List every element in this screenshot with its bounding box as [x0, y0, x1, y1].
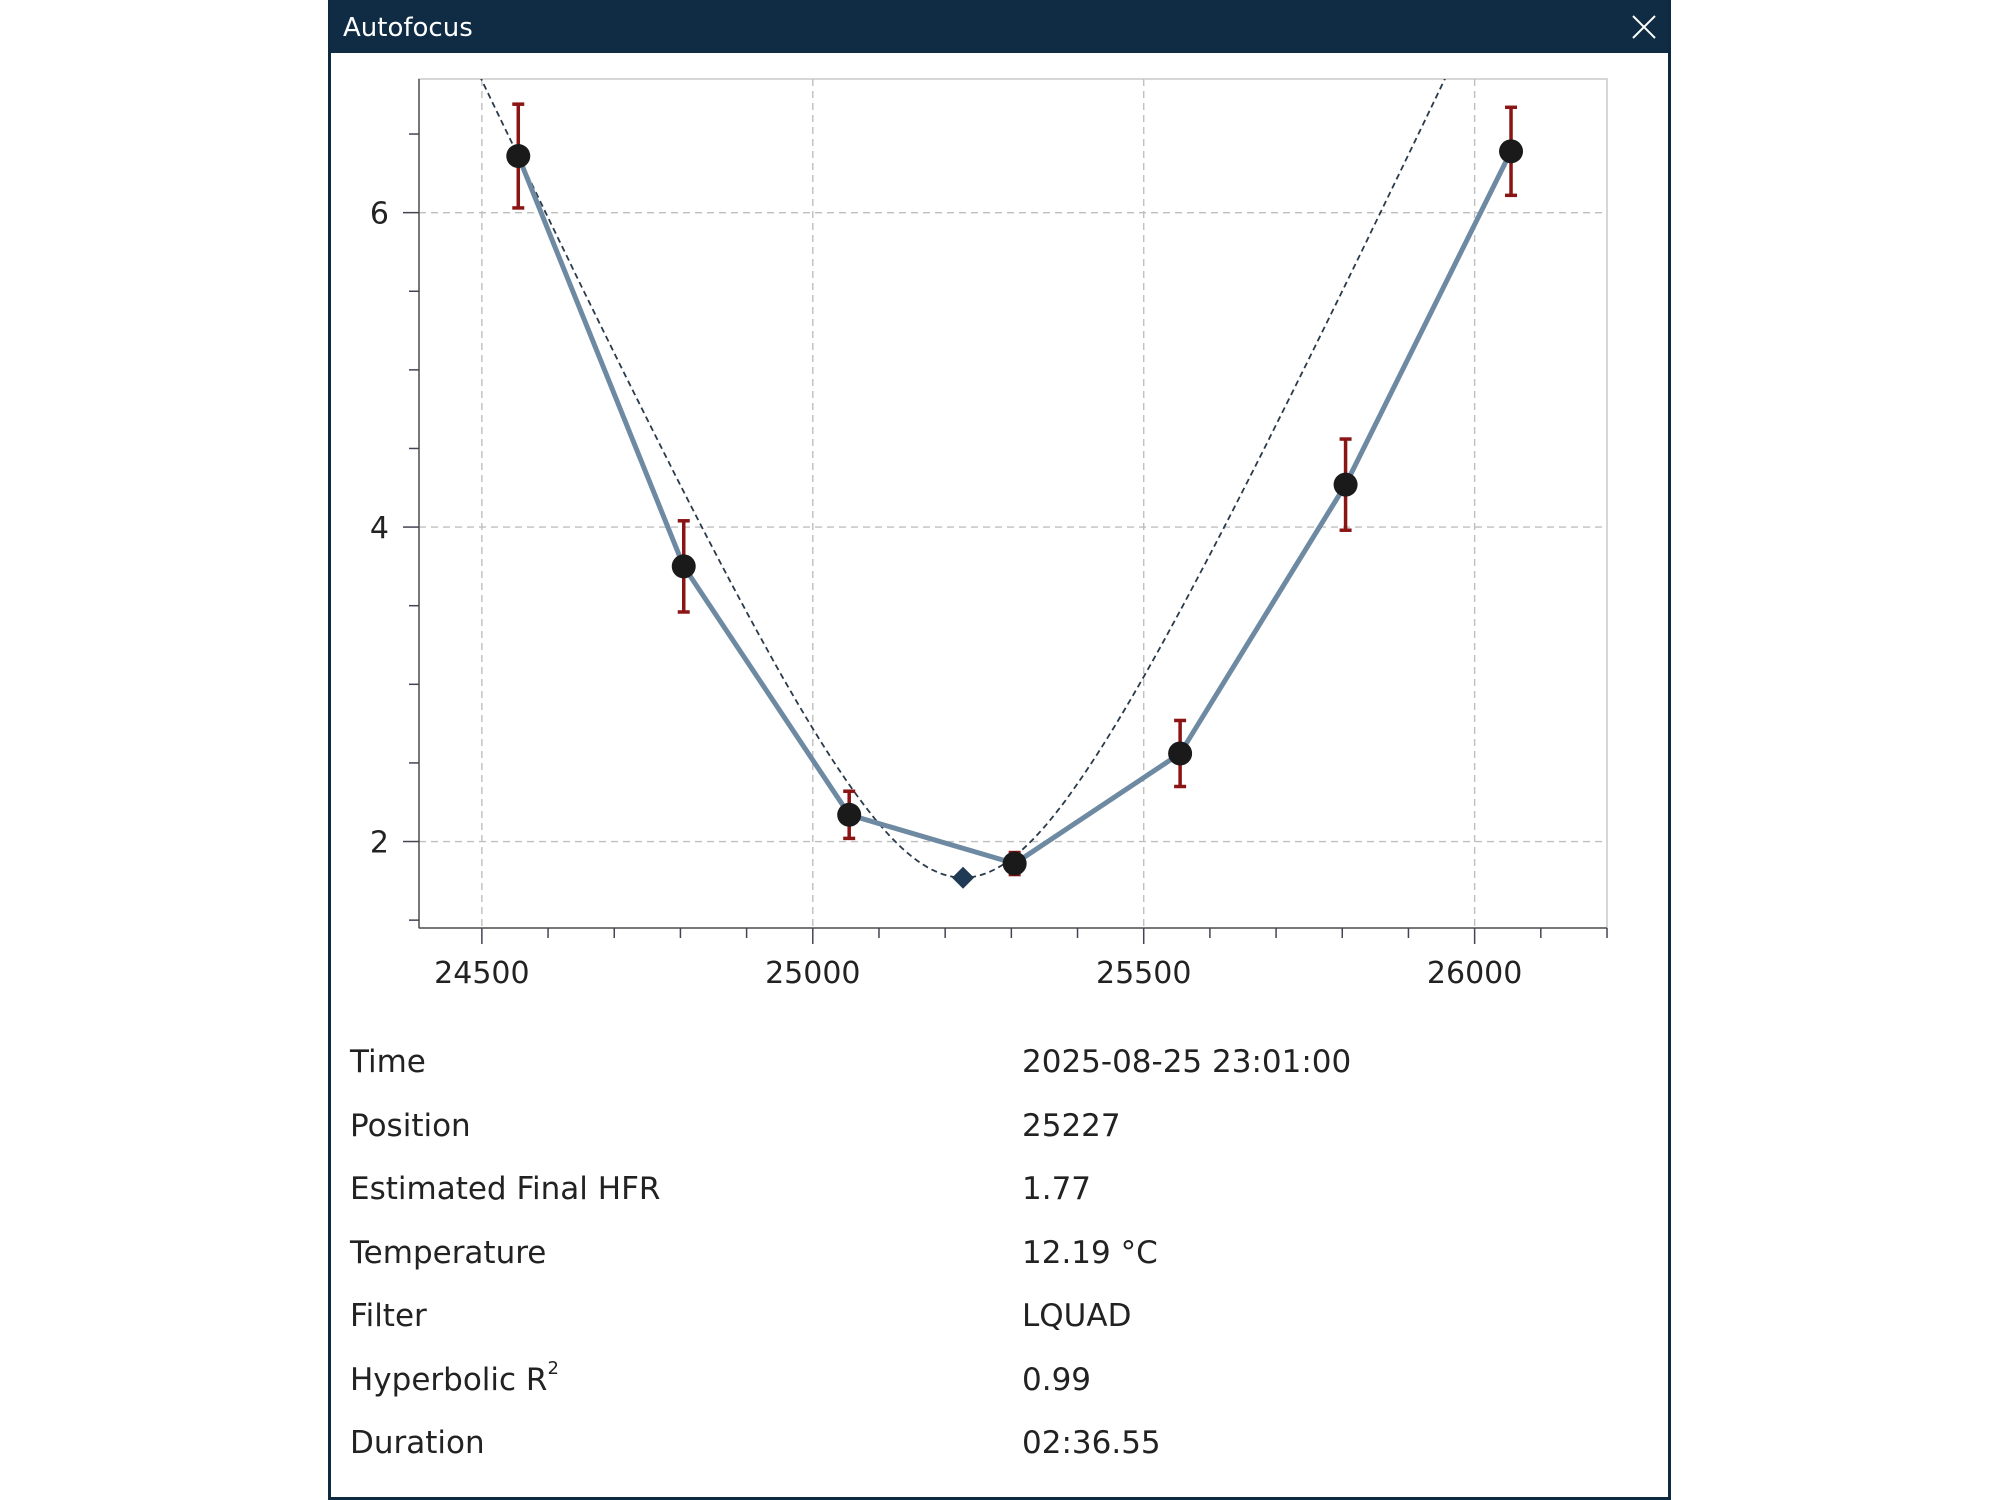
data-point [1499, 139, 1524, 164]
close-icon [1632, 15, 1656, 39]
time-label: Time [350, 1044, 426, 1080]
info-row-r2: Hyperbolic R2 0.99 [350, 1358, 1650, 1422]
position-label: Position [350, 1107, 471, 1144]
x-tick-label: 24500 [434, 956, 529, 991]
data-point [837, 802, 862, 827]
window-title: Autofocus [343, 13, 473, 43]
plot-frame [418, 78, 1608, 929]
info-row-filter: Filter LQUAD [350, 1294, 1650, 1358]
temperature-value: 12.19 °C [1022, 1234, 1158, 1271]
data-point [1168, 741, 1193, 766]
info-table: Time 2025-08-25 23:01:00 Position 25227 … [350, 1040, 1650, 1485]
minimum-marker [952, 866, 975, 889]
duration-value: 02:36.55 [1022, 1425, 1161, 1461]
autofocus-chart: 24500 25000 25500 26000 2 4 6 [331, 53, 1668, 1043]
info-row-temperature: Temperature 12.19 °C [350, 1231, 1650, 1295]
data-point [1333, 472, 1358, 497]
position-value: 25227 [1022, 1107, 1121, 1144]
data-point [506, 144, 531, 169]
r2-label-text: Hyperbolic R [350, 1361, 548, 1398]
connect-line [515, 150, 1514, 866]
y-tick-label: 6 [370, 197, 389, 232]
x-tick-label: 25500 [1096, 956, 1191, 991]
info-row-position: Position 25227 [350, 1104, 1650, 1168]
r2-label-superscript: 2 [547, 1357, 559, 1379]
filter-value: LQUAD [1022, 1298, 1132, 1334]
title-bar: Autofocus [331, 0, 1668, 53]
duration-label: Duration [350, 1425, 485, 1461]
autofocus-window: Autofocus 24500 25000 25500 26000 2 4 6 Time 2… [328, 0, 1671, 1500]
filter-label: Filter [350, 1298, 427, 1334]
temperature-label: Temperature [350, 1234, 547, 1271]
data-point [671, 554, 696, 579]
time-value: 2025-08-25 23:01:00 [1022, 1044, 1352, 1080]
r2-value: 0.99 [1022, 1361, 1092, 1398]
info-row-hfr: Estimated Final HFR 1.77 [350, 1167, 1650, 1231]
x-tick-label: 25000 [765, 956, 860, 991]
hfr-value: 1.77 [1022, 1171, 1092, 1207]
data-point [1002, 851, 1027, 876]
info-row-time: Time 2025-08-25 23:01:00 [350, 1040, 1650, 1104]
info-row-duration: Duration 02:36.55 [350, 1421, 1650, 1485]
hfr-label: Estimated Final HFR [350, 1171, 661, 1207]
r2-label: Hyperbolic R2 [350, 1358, 559, 1398]
y-tick-label: 2 [370, 826, 389, 861]
x-tick-label: 26000 [1427, 956, 1522, 991]
fit-curve [480, 79, 1446, 879]
chart-svg: 24500 25000 25500 26000 2 4 6 [370, 78, 1608, 991]
y-tick-label: 4 [370, 511, 389, 546]
close-button[interactable] [1622, 5, 1666, 49]
